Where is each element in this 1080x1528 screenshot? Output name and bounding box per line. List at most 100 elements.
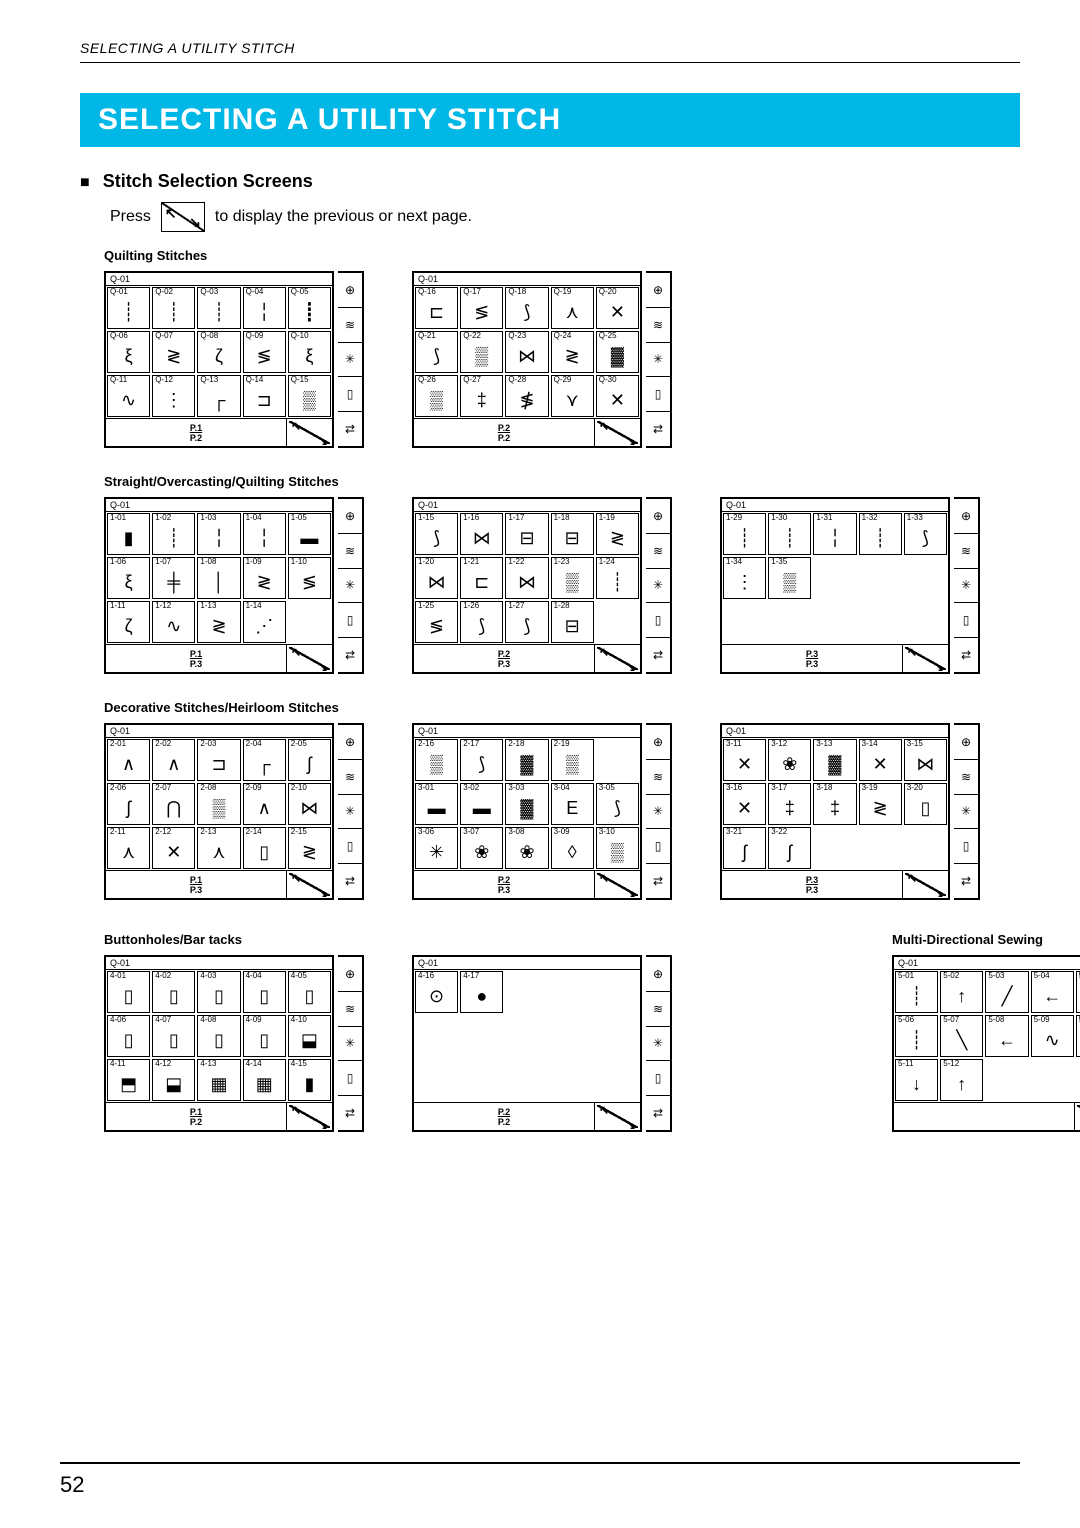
stitch-cell[interactable]: 4-16⊙ <box>415 971 458 1013</box>
stitch-cell[interactable]: Q-09≶ <box>243 331 286 373</box>
stitch-cell[interactable]: 4-07▯ <box>152 1015 195 1057</box>
stitch-cell[interactable]: 1-20⋈ <box>415 557 458 599</box>
stitch-cell[interactable]: 1-01▮ <box>107 513 150 555</box>
stitch-cell[interactable]: 1-05▬ <box>288 513 331 555</box>
stitch-cell[interactable]: Q-19⋏ <box>551 287 594 329</box>
stitch-cell[interactable]: 3-12❀ <box>768 739 811 781</box>
stitch-cell[interactable]: 5-10╱ <box>1076 1015 1080 1057</box>
page-nav-button[interactable]: ↖↘ <box>902 871 948 898</box>
stitch-cell[interactable]: 2-14▯ <box>243 827 286 869</box>
stitch-cell[interactable]: Q-25▓ <box>596 331 639 373</box>
stitch-cell[interactable]: Q-14⊐ <box>243 375 286 417</box>
stitch-cell[interactable]: Q-01┊ <box>107 287 150 329</box>
stitch-cell[interactable]: 1-08│ <box>197 557 240 599</box>
stitch-cell[interactable]: Q-17≶ <box>460 287 503 329</box>
stitch-cell[interactable]: 1-26⟆ <box>460 601 503 643</box>
stitch-cell[interactable]: Q-08ζ <box>197 331 240 373</box>
stitch-cell[interactable]: 2-16▒ <box>415 739 458 781</box>
stitch-cell[interactable]: 5-01┊ <box>895 971 938 1013</box>
stitch-cell[interactable]: 1-16⋈ <box>460 513 503 555</box>
stitch-cell[interactable]: 1-23▒ <box>551 557 594 599</box>
stitch-cell[interactable]: 4-13▦ <box>197 1059 240 1101</box>
stitch-cell[interactable]: 2-03⊐ <box>197 739 240 781</box>
stitch-cell[interactable]: 2-04┌ <box>243 739 286 781</box>
stitch-cell[interactable]: 1-12∿ <box>152 601 195 643</box>
stitch-cell[interactable]: 3-10▒ <box>596 827 639 869</box>
stitch-cell[interactable]: 1-07╪ <box>152 557 195 599</box>
stitch-cell[interactable]: 3-06✳ <box>415 827 458 869</box>
stitch-cell[interactable]: 2-19▒ <box>551 739 594 781</box>
stitch-cell[interactable]: 5-03╱ <box>985 971 1028 1013</box>
stitch-cell[interactable]: 4-08▯ <box>197 1015 240 1057</box>
stitch-cell[interactable]: 1-31╎ <box>813 513 856 555</box>
stitch-cell[interactable]: 2-12✕ <box>152 827 195 869</box>
stitch-cell[interactable]: Q-10ξ <box>288 331 331 373</box>
stitch-cell[interactable]: 2-02∧ <box>152 739 195 781</box>
stitch-cell[interactable]: 4-06▯ <box>107 1015 150 1057</box>
stitch-cell[interactable]: Q-04╎ <box>243 287 286 329</box>
stitch-cell[interactable]: 3-04E <box>551 783 594 825</box>
page-nav-button[interactable]: ↖↘ <box>594 645 640 672</box>
stitch-cell[interactable]: 3-15⋈ <box>904 739 947 781</box>
stitch-cell[interactable]: Q-28≸ <box>505 375 548 417</box>
stitch-cell[interactable]: 4-17● <box>460 971 503 1013</box>
stitch-cell[interactable]: 3-01▬ <box>415 783 458 825</box>
stitch-cell[interactable]: 3-05⟆ <box>596 783 639 825</box>
stitch-cell[interactable]: Q-16⊏ <box>415 287 458 329</box>
stitch-cell[interactable]: 1-11ζ <box>107 601 150 643</box>
stitch-cell[interactable]: 2-13⋏ <box>197 827 240 869</box>
stitch-cell[interactable]: Q-06ξ <box>107 331 150 373</box>
stitch-cell[interactable]: Q-13┌ <box>197 375 240 417</box>
stitch-cell[interactable]: 1-25≶ <box>415 601 458 643</box>
stitch-cell[interactable]: Q-18⟆ <box>505 287 548 329</box>
stitch-cell[interactable]: 1-17⊟ <box>505 513 548 555</box>
stitch-cell[interactable]: 1-30┊ <box>768 513 811 555</box>
stitch-cell[interactable]: 3-07❀ <box>460 827 503 869</box>
stitch-cell[interactable]: 4-01▯ <box>107 971 150 1013</box>
stitch-cell[interactable]: 4-14▦ <box>243 1059 286 1101</box>
stitch-cell[interactable]: 1-29┊ <box>723 513 766 555</box>
stitch-cell[interactable]: 3-08❀ <box>505 827 548 869</box>
stitch-cell[interactable]: 1-04╎ <box>243 513 286 555</box>
stitch-cell[interactable]: 5-12↑ <box>940 1059 983 1101</box>
stitch-cell[interactable]: Q-05┋ <box>288 287 331 329</box>
stitch-cell[interactable]: 5-05╲ <box>1076 971 1080 1013</box>
stitch-cell[interactable]: 5-07╲ <box>940 1015 983 1057</box>
stitch-cell[interactable]: 1-35▒ <box>768 557 811 599</box>
stitch-cell[interactable]: 4-05▯ <box>288 971 331 1013</box>
stitch-cell[interactable]: 5-11↓ <box>895 1059 938 1101</box>
stitch-cell[interactable]: Q-12⋮ <box>152 375 195 417</box>
stitch-cell[interactable]: 3-11✕ <box>723 739 766 781</box>
stitch-cell[interactable]: 4-09▯ <box>243 1015 286 1057</box>
stitch-cell[interactable]: 1-21⊏ <box>460 557 503 599</box>
stitch-cell[interactable]: 2-07⋂ <box>152 783 195 825</box>
stitch-cell[interactable]: 1-18⊟ <box>551 513 594 555</box>
stitch-cell[interactable]: 3-14✕ <box>859 739 902 781</box>
stitch-cell[interactable]: 2-18▓ <box>505 739 548 781</box>
page-nav-button[interactable]: ↖↘ <box>594 871 640 898</box>
stitch-cell[interactable]: Q-22▒ <box>460 331 503 373</box>
page-nav-button[interactable]: ↖↘ <box>286 419 332 446</box>
stitch-cell[interactable]: 1-06ξ <box>107 557 150 599</box>
stitch-cell[interactable]: 5-08← <box>985 1015 1028 1057</box>
stitch-cell[interactable]: 3-17‡ <box>768 783 811 825</box>
stitch-cell[interactable]: 1-28⊟ <box>551 601 594 643</box>
stitch-cell[interactable]: 3-22ʃ <box>768 827 811 869</box>
stitch-cell[interactable]: Q-21⟆ <box>415 331 458 373</box>
page-nav-button[interactable]: ↖↘ <box>286 645 332 672</box>
stitch-cell[interactable]: 1-10≶ <box>288 557 331 599</box>
stitch-cell[interactable]: Q-24≷ <box>551 331 594 373</box>
stitch-cell[interactable]: 1-19≷ <box>596 513 639 555</box>
stitch-cell[interactable]: 4-10⬓ <box>288 1015 331 1057</box>
stitch-cell[interactable]: 4-15▮ <box>288 1059 331 1101</box>
stitch-cell[interactable]: 1-22⋈ <box>505 557 548 599</box>
page-nav-button[interactable]: ↖↘ <box>594 1103 640 1130</box>
stitch-cell[interactable]: 2-09∧ <box>243 783 286 825</box>
stitch-cell[interactable]: 2-05ʃ <box>288 739 331 781</box>
stitch-cell[interactable]: Q-23⋈ <box>505 331 548 373</box>
page-nav-button[interactable]: ↖↘ <box>286 1103 332 1130</box>
stitch-cell[interactable]: 2-01∧ <box>107 739 150 781</box>
stitch-cell[interactable]: Q-15▒ <box>288 375 331 417</box>
stitch-cell[interactable]: 1-27⟆ <box>505 601 548 643</box>
stitch-cell[interactable]: Q-07≷ <box>152 331 195 373</box>
